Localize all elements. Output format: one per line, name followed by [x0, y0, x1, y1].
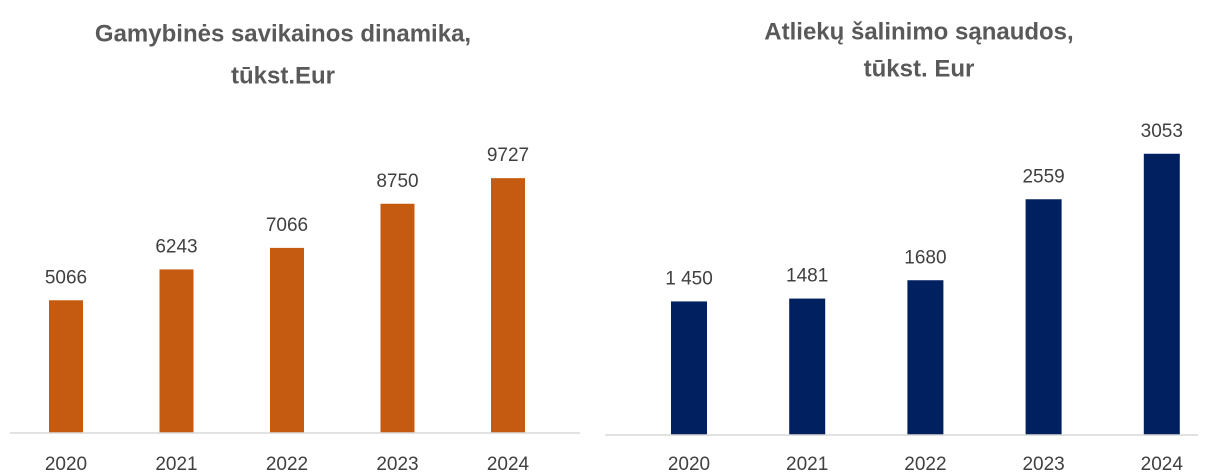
data-label: 7066	[266, 215, 308, 236]
bar	[907, 280, 944, 435]
x-tick-label: 2023	[376, 454, 418, 472]
bar	[49, 300, 83, 433]
x-tick-label: 2020	[45, 454, 87, 472]
data-label: 5066	[45, 267, 87, 288]
bar	[380, 203, 415, 433]
x-tick-label: 2022	[266, 454, 308, 472]
data-label: 1 450	[665, 268, 713, 289]
bar	[159, 269, 194, 433]
bar	[789, 298, 826, 435]
x-tick-label: 2020	[668, 454, 710, 472]
chart-title: tūkst. Eur	[864, 55, 975, 82]
x-tick-label: 2021	[786, 454, 828, 472]
chart-title: Atliekų šalinimo sąnaudos,	[764, 18, 1073, 45]
bar	[270, 247, 304, 433]
data-label: 6243	[155, 236, 197, 257]
bar	[1143, 153, 1180, 435]
x-tick-label: 2023	[1022, 454, 1064, 472]
chart-title: Gamybinės savikainos dinamika,	[95, 20, 471, 47]
data-label: 1680	[904, 247, 946, 268]
data-label: 8750	[376, 171, 418, 192]
data-label: 3053	[1141, 121, 1183, 142]
data-label: 9727	[487, 145, 529, 166]
data-label: 2559	[1022, 166, 1064, 187]
bar	[1025, 199, 1062, 435]
data-label: 1481	[786, 266, 828, 287]
chart-title: tūkst.Eur	[231, 62, 335, 89]
bar	[491, 178, 525, 433]
x-tick-label: 2024	[1141, 454, 1184, 472]
x-tick-label: 2022	[904, 454, 946, 472]
x-tick-label: 2024	[487, 454, 530, 472]
x-tick-label: 2021	[155, 454, 197, 472]
bar	[671, 301, 707, 435]
